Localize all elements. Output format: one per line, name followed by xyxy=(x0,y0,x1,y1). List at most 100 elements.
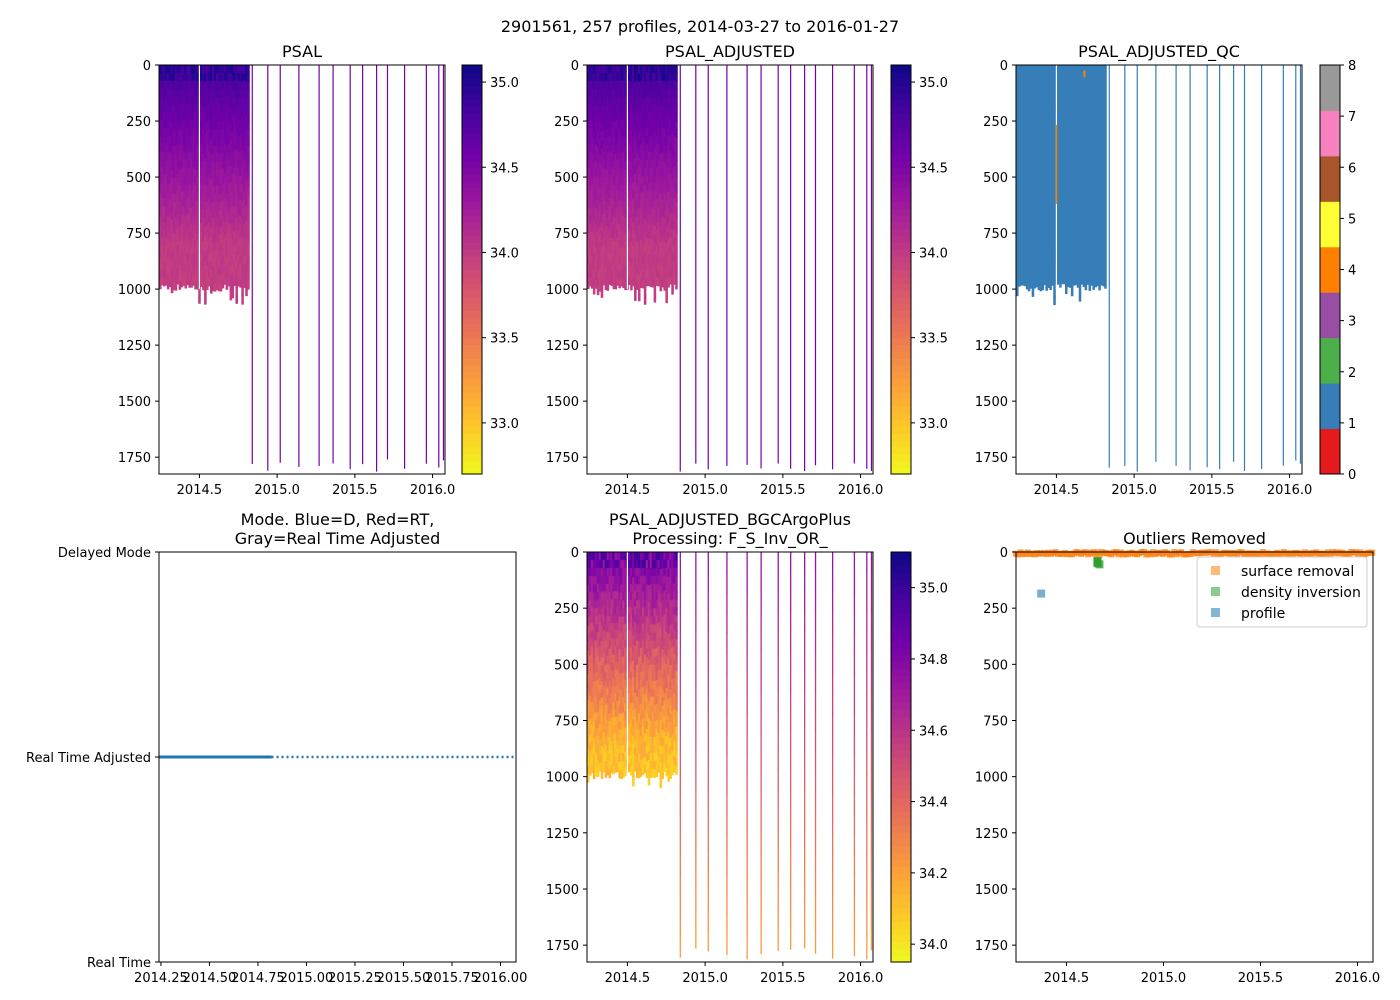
heatmap-cell xyxy=(673,127,676,137)
heatmap-cell xyxy=(622,72,625,82)
heatmap-cell xyxy=(671,277,674,287)
heatmap-cell xyxy=(206,193,209,202)
heatmap-cell xyxy=(233,120,237,129)
heatmap-cell xyxy=(162,254,166,263)
heatmap-cell xyxy=(671,163,674,172)
heatmap-cell xyxy=(671,65,674,74)
heatmap-cell xyxy=(1080,88,1084,97)
heatmap-cell xyxy=(606,89,610,98)
heatmap-cell xyxy=(192,151,195,160)
heatmap-cell xyxy=(1047,128,1050,138)
heatmap-cell xyxy=(213,274,217,284)
heatmap-cell xyxy=(227,159,231,169)
heatmap-cell xyxy=(587,691,590,701)
heatmap-cell xyxy=(1019,120,1023,129)
heatmap-cell xyxy=(1090,277,1094,286)
heatmap-cell xyxy=(1100,127,1103,137)
heatmap-cell xyxy=(610,277,614,286)
colorbar-segment xyxy=(891,180,911,189)
heatmap-cell xyxy=(637,753,641,763)
heatmap-cell xyxy=(659,282,663,292)
heatmap-cell xyxy=(1029,200,1033,209)
heatmap-cell xyxy=(639,223,643,233)
heatmap-cell xyxy=(1090,230,1094,239)
heatmap-cell xyxy=(1043,88,1046,97)
colorbar-segment xyxy=(462,351,482,359)
heatmap-cell xyxy=(632,602,635,612)
heatmap-cell xyxy=(239,255,242,264)
heatmap-cell xyxy=(675,88,678,98)
heatmap-cell xyxy=(215,193,219,202)
heatmap-cell xyxy=(618,128,621,138)
heatmap-cell xyxy=(639,752,643,761)
heatmap-cell xyxy=(588,191,592,200)
heatmap-cell xyxy=(1104,120,1107,130)
heatmap-cell xyxy=(1064,171,1068,180)
heatmap-cell xyxy=(1059,88,1062,98)
heatmap-cell xyxy=(594,224,598,234)
heatmap-cell xyxy=(600,73,604,83)
heatmap-cell xyxy=(1019,151,1023,160)
heatmap-cell xyxy=(612,631,616,640)
heatmap-cell xyxy=(661,152,665,161)
heatmap-cell xyxy=(671,97,674,107)
heatmap-cell xyxy=(657,104,661,113)
heatmap-cell xyxy=(162,222,166,232)
heatmap-cell xyxy=(1082,88,1086,98)
heatmap-cell xyxy=(616,159,619,168)
heatmap-cell xyxy=(1016,287,1019,297)
heatmap-cell xyxy=(606,121,610,130)
colorbar-segment xyxy=(462,228,482,237)
heatmap-cell xyxy=(1061,260,1064,269)
heatmap-cell xyxy=(243,215,246,225)
heatmap-cell xyxy=(602,119,606,129)
heatmap-cell xyxy=(1078,292,1082,302)
heatmap-cell xyxy=(590,272,594,281)
heatmap-cell xyxy=(639,192,643,201)
heatmap-cell xyxy=(1092,73,1095,82)
heatmap-cell xyxy=(1023,143,1027,153)
heatmap-cell xyxy=(174,121,178,130)
heatmap-cell xyxy=(659,250,663,260)
heatmap-cell xyxy=(663,217,666,227)
heatmap-cell xyxy=(1057,158,1060,168)
heatmap-cell xyxy=(231,206,235,216)
heatmap-cell xyxy=(620,214,623,224)
heatmap-cell xyxy=(211,177,215,187)
heatmap-cell xyxy=(639,552,643,561)
heatmap-cell xyxy=(180,112,184,122)
heatmap-cell xyxy=(1019,159,1023,168)
x-tick-label: 2014.50 xyxy=(183,971,237,986)
heatmap-cell xyxy=(622,632,625,641)
heatmap-cell xyxy=(190,223,193,233)
heatmap-cell xyxy=(243,152,246,161)
heatmap-cell xyxy=(1059,215,1062,225)
heatmap-cell xyxy=(221,263,225,273)
heatmap-cell xyxy=(1092,65,1095,74)
colorbar-segment xyxy=(462,296,482,305)
heatmap-cell xyxy=(622,128,625,138)
heatmap-cell xyxy=(170,268,174,277)
heatmap-cell xyxy=(1080,213,1084,223)
heatmap-cell xyxy=(202,113,205,122)
heatmap-cell xyxy=(643,218,647,228)
heatmap-cell xyxy=(1088,185,1092,195)
heatmap-cell xyxy=(176,65,180,74)
heatmap-cell xyxy=(227,120,231,129)
heatmap-cell xyxy=(632,277,635,287)
heatmap-cell xyxy=(215,73,219,82)
heatmap-cell xyxy=(231,214,235,224)
heatmap-cell xyxy=(1049,121,1052,130)
heatmap-cell xyxy=(1102,206,1105,216)
heatmap-cell xyxy=(239,72,242,82)
heatmap-cell xyxy=(628,693,631,702)
heatmap-cell xyxy=(620,143,623,153)
heatmap-cell xyxy=(612,647,616,656)
heatmap-cell xyxy=(655,96,659,105)
heatmap-cell xyxy=(1070,172,1074,181)
heatmap-cell xyxy=(1021,261,1025,270)
heatmap-cell xyxy=(649,191,653,201)
heatmap-cell xyxy=(1102,151,1105,161)
heatmap-cell xyxy=(174,257,178,267)
heatmap-cell xyxy=(1016,237,1019,247)
